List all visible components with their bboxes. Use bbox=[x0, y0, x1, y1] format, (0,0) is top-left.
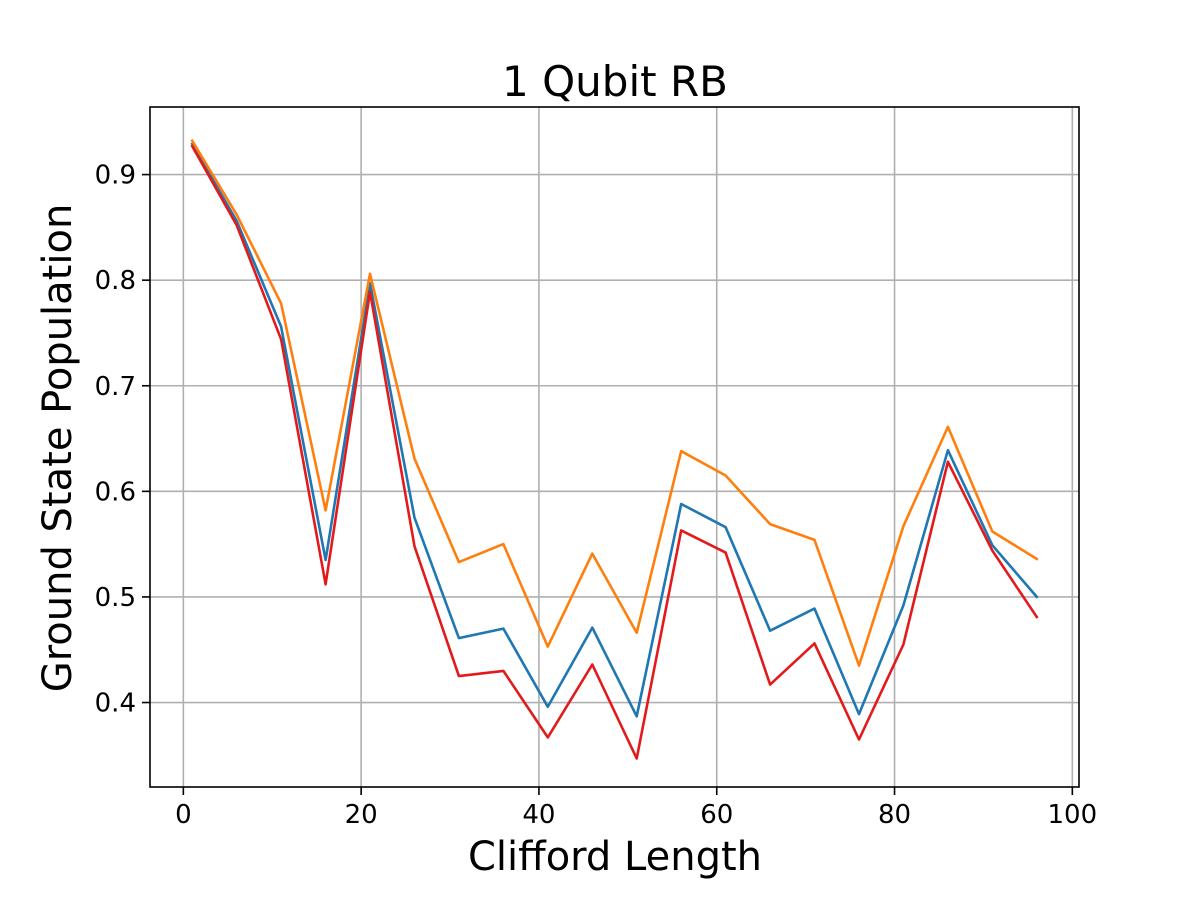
x-tick-label: 80 bbox=[878, 800, 911, 830]
x-tick-label: 0 bbox=[175, 800, 192, 830]
chart-title: 1 Qubit RB bbox=[502, 57, 728, 106]
y-tick-label: 0.4 bbox=[95, 689, 136, 719]
ticks: 0 20 40 60 80 100 0.4 0.5 0.6 0.7 0.8 0.9 bbox=[95, 161, 1098, 830]
series-line-3 bbox=[190, 144, 1039, 760]
series-lines bbox=[190, 139, 1039, 760]
y-tick-label: 0.6 bbox=[95, 477, 136, 507]
axes-frame bbox=[149, 106, 1080, 788]
series-line-1 bbox=[190, 142, 1039, 718]
y-axis-label: Ground State Population bbox=[35, 204, 81, 693]
y-tick-label: 0.7 bbox=[95, 372, 136, 402]
y-tick-label: 0.8 bbox=[95, 266, 136, 296]
x-tick-label: 100 bbox=[1048, 800, 1098, 830]
x-tick-label: 40 bbox=[522, 800, 555, 830]
series-line-2 bbox=[190, 139, 1039, 667]
y-tick-label: 0.5 bbox=[95, 583, 136, 613]
grid bbox=[150, 107, 1079, 787]
y-tick-label: 0.9 bbox=[95, 161, 136, 191]
x-axis-label: Clifford Length bbox=[468, 834, 762, 880]
x-tick-label: 20 bbox=[345, 800, 378, 830]
x-tick-label: 60 bbox=[700, 800, 733, 830]
